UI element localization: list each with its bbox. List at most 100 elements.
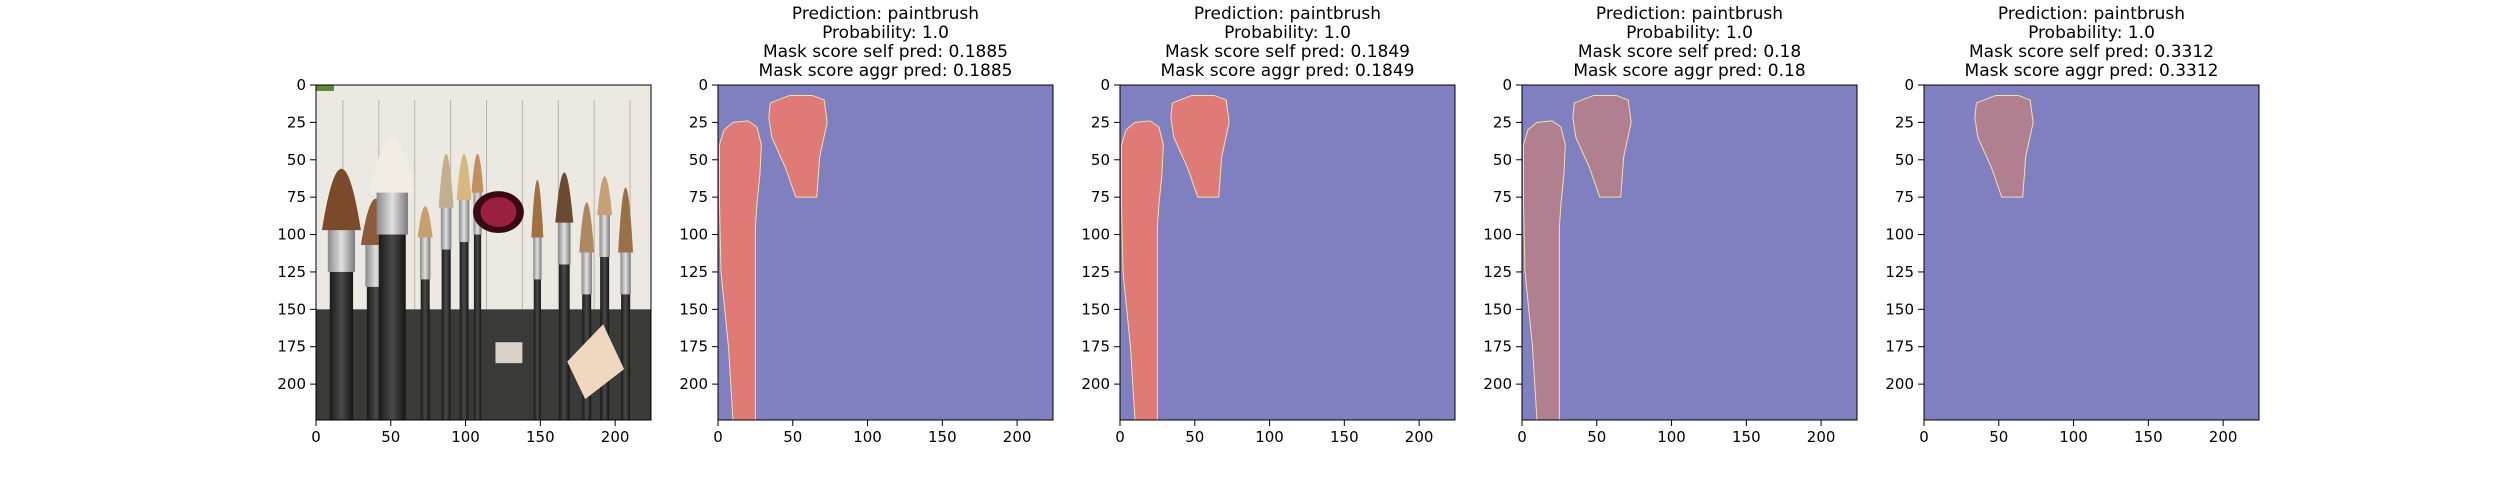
y-tick-label: 75 — [689, 188, 708, 206]
photo-brush-ferrule — [557, 219, 571, 265]
axes-frame — [1119, 84, 1456, 421]
axes-frame — [717, 84, 1054, 421]
panel-title-line: Probability: 1.0 — [1224, 23, 1351, 43]
mask-region — [1120, 120, 1164, 421]
panel-3: 0 50 100 150 200 0 25 50 75 100 125 150 175 200 — [1483, 76, 1858, 446]
photo-brush-handle — [533, 249, 541, 420]
panel-title-line: Mask score self pred: 0.18 — [1577, 42, 1802, 62]
y-tick-label: 100 — [277, 226, 306, 244]
photo-brush-ferrule — [327, 227, 356, 272]
x-tick-label: 0 — [311, 428, 321, 446]
x-tick-label: 100 — [2059, 428, 2088, 446]
photo-brush-ferrule — [419, 234, 431, 280]
y-tick-label: 150 — [679, 300, 708, 318]
x-tick-label: 50 — [1185, 428, 1204, 446]
y-tick-label: 100 — [1885, 226, 1914, 244]
mask-background — [718, 85, 1053, 420]
panel-0: 0 50 100 150 200 0 25 50 75 100 125 150 175 200 — [277, 76, 652, 446]
mask-background — [1924, 85, 2259, 420]
mask-region — [1572, 94, 1632, 198]
panel-title-line: Mask score aggr pred: 0.1849 — [1160, 61, 1415, 81]
panel-title-line: Probability: 1.0 — [1626, 23, 1753, 43]
panels: 0 50 100 150 200 0 25 50 75 100 125 150 175 200 0 50 100… — [277, 76, 2260, 446]
y-tick-label: 25 — [287, 113, 306, 131]
x-tick-label: 50 — [381, 428, 400, 446]
y-tick-label: 200 — [1483, 375, 1512, 393]
photo-brush-head — [555, 172, 574, 223]
photo-brush-ferrule — [440, 204, 452, 250]
photo-brush-ferrule — [458, 197, 470, 243]
y-tick-label: 150 — [1081, 300, 1110, 318]
panel-title-line: Probability: 1.0 — [822, 23, 949, 43]
y-tick-label: 150 — [1885, 300, 1914, 318]
photo-brush-head — [438, 153, 454, 208]
photo-brush-head — [369, 137, 415, 193]
panel-title-line: Mask score aggr pred: 0.1885 — [758, 61, 1013, 81]
photo-label — [495, 342, 523, 364]
y-tick-label: 50 — [1895, 151, 1914, 169]
y-tick-label: 125 — [1483, 263, 1512, 281]
mask-background — [1120, 85, 1455, 420]
x-tick-label: 100 — [853, 428, 882, 446]
x-tick-label: 100 — [1255, 428, 1284, 446]
y-tick-label: 100 — [1483, 226, 1512, 244]
x-tick-label: 150 — [526, 428, 555, 446]
photo-brush-head — [618, 187, 634, 253]
photo-brush-handle — [558, 234, 570, 420]
x-tick-label: 50 — [1989, 428, 2008, 446]
x-tick-label: 200 — [2209, 428, 2238, 446]
y-tick-label: 175 — [679, 338, 708, 356]
photo-brush-handle — [459, 212, 469, 420]
x-tick-label: 0 — [1517, 428, 1527, 446]
photo-brush-ferrule — [620, 249, 631, 295]
y-tick-label: 125 — [1081, 263, 1110, 281]
x-tick-label: 100 — [1657, 428, 1686, 446]
axes-frame — [1923, 84, 2260, 421]
x-tick-label: 150 — [1330, 428, 1359, 446]
panel-title-line: Prediction: paintbrush — [1997, 4, 2186, 24]
y-tick-label: 125 — [277, 263, 306, 281]
y-tick-label: 25 — [1493, 113, 1512, 131]
y-tick-label: 50 — [1091, 151, 1110, 169]
y-tick-label: 0 — [1904, 76, 1914, 94]
y-tick-label: 25 — [689, 113, 708, 131]
y-tick-label: 200 — [277, 375, 306, 393]
x-tick-label: 200 — [1003, 428, 1032, 446]
y-tick-label: 125 — [1885, 263, 1914, 281]
panel-2: 0 50 100 150 200 0 25 50 75 100 125 150 175 200 — [1081, 76, 1456, 446]
y-tick-label: 150 — [1483, 300, 1512, 318]
photo-brush-head — [417, 206, 433, 238]
y-tick-label: 125 — [679, 263, 708, 281]
y-tick-label: 25 — [1091, 113, 1110, 131]
photo-brush-head — [471, 153, 484, 193]
photo-brush-handle — [441, 219, 451, 420]
mask-region — [1522, 120, 1566, 421]
photo-brush-head — [597, 176, 613, 216]
y-tick-label: 175 — [1885, 338, 1914, 356]
photo-brush-handle — [473, 204, 482, 420]
y-tick-label: 100 — [679, 226, 708, 244]
panel-title-line: Mask score self pred: 0.1849 — [1165, 42, 1410, 62]
panel-title-line: Mask score aggr pred: 0.3312 — [1964, 61, 2219, 81]
y-tick-label: 50 — [689, 151, 708, 169]
photo-brush-handle — [420, 249, 430, 420]
y-tick-label: 75 — [1895, 188, 1914, 206]
axes-frame — [1521, 84, 1858, 421]
y-tick-label: 175 — [1483, 338, 1512, 356]
y-tick-label: 150 — [277, 300, 306, 318]
y-tick-label: 100 — [1081, 226, 1110, 244]
axes-frame — [315, 84, 652, 421]
photo-brush-head — [321, 168, 361, 231]
panel-title-line: Mask score aggr pred: 0.18 — [1573, 61, 1806, 81]
x-tick-label: 150 — [928, 428, 957, 446]
mask-region — [718, 120, 762, 421]
panel-title-line: Mask score self pred: 0.3312 — [1969, 42, 2214, 62]
y-tick-label: 175 — [277, 338, 306, 356]
photo-sponge — [567, 324, 625, 400]
y-tick-label: 75 — [287, 188, 306, 206]
photo-brush-ferrule — [581, 249, 592, 295]
x-tick-label: 50 — [783, 428, 802, 446]
y-tick-label: 0 — [1502, 76, 1512, 94]
y-tick-label: 200 — [679, 375, 708, 393]
